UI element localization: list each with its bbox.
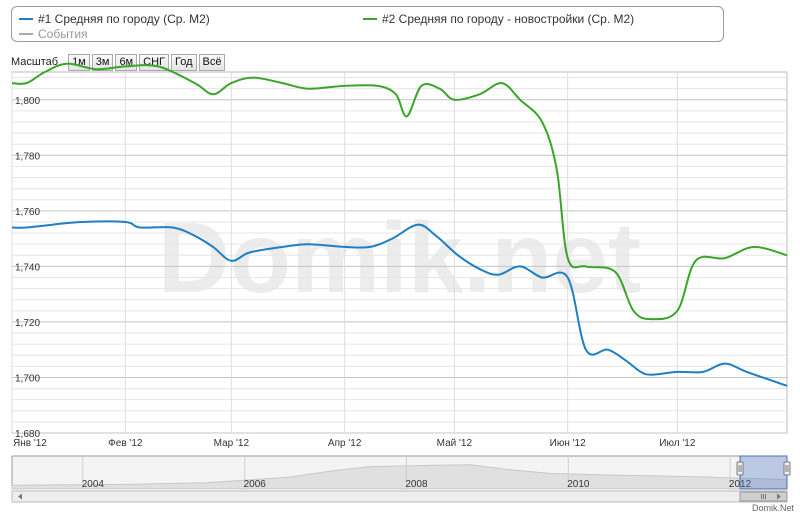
series-layer [11,62,788,387]
navigator-handle-right[interactable] [783,461,791,476]
navigator-selection[interactable] [739,455,788,490]
navigator-year-label: 2006 [244,479,267,490]
series-line-2[interactable] [11,62,788,321]
legend-item-events[interactable]: События [19,27,88,41]
series-line-1[interactable] [11,220,788,387]
navigator-scrollbar-track[interactable] [11,490,788,503]
y-tick-label: 1,720 [15,318,40,329]
y-tick-label: 1,700 [15,373,40,384]
x-tick-label: Фев '12 [108,438,143,449]
navigator-year-label: 2008 [405,479,428,490]
scroll-left-arrow-icon[interactable] [18,493,22,500]
x-tick-label: Июл '12 [659,438,696,449]
zoom-all-button[interactable]: Всё [198,53,226,71]
legend-swatch-series-2 [363,18,377,20]
x-tick-label: Янв '12 [13,438,47,449]
x-tick-label: Мар '12 [214,438,250,449]
zoom-3m-button[interactable]: 3м [91,53,114,71]
legend-label-series-2: #2 Средняя по городу - новостройки (Ср. … [382,12,635,26]
navigator-handle-left[interactable] [736,461,744,476]
legend-item-series-2[interactable]: #2 Средняя по городу - новостройки (Ср. … [363,12,634,26]
y-tick-label: 1,760 [15,207,40,218]
navigator-year-label: 2004 [82,479,105,490]
zoom-scale-label: Масштаб [11,56,59,68]
scroll-right-arrow-icon[interactable] [777,493,781,500]
y-tick-label: 1,680 [15,429,40,440]
x-tick-label: Июн '12 [550,438,586,449]
legend-label-events: События [38,27,88,41]
legend: #1 Средняя по городу (Ср. М2) #2 Средняя… [11,6,724,42]
credit-text: Domik.Net [751,503,794,513]
horizontal-gridlines [12,77,787,434]
legend-item-series-1[interactable]: #1 Средняя по городу (Ср. М2) [19,12,210,26]
legend-swatch-events [19,33,33,35]
legend-swatch-series-1 [19,18,33,20]
navigator[interactable]: 20042006200820102012 [11,455,791,503]
y-tick-label: 1,780 [15,151,40,162]
navigator-year-label: 2010 [567,479,590,490]
y-tick-label: 1,800 [15,96,40,107]
zoom-year-button[interactable]: Год [170,53,197,71]
x-axis-tick-labels: Янв '12 Фев '12 Мар '12 Апр '12 Май '12 Июн '… [13,438,696,449]
plot-border [11,71,788,434]
legend-label-series-1: #1 Средняя по городу (Ср. М2) [38,12,210,26]
plot-area [11,71,788,434]
y-tick-label: 1,740 [15,262,40,273]
x-tick-label: Май '12 [437,438,473,449]
y-axis-tick-labels: 1,680 1,700 1,720 1,740 1,760 1,780 1,800 [15,96,40,440]
vertical-gridlines [11,72,678,433]
x-tick-label: Апр '12 [328,438,362,449]
